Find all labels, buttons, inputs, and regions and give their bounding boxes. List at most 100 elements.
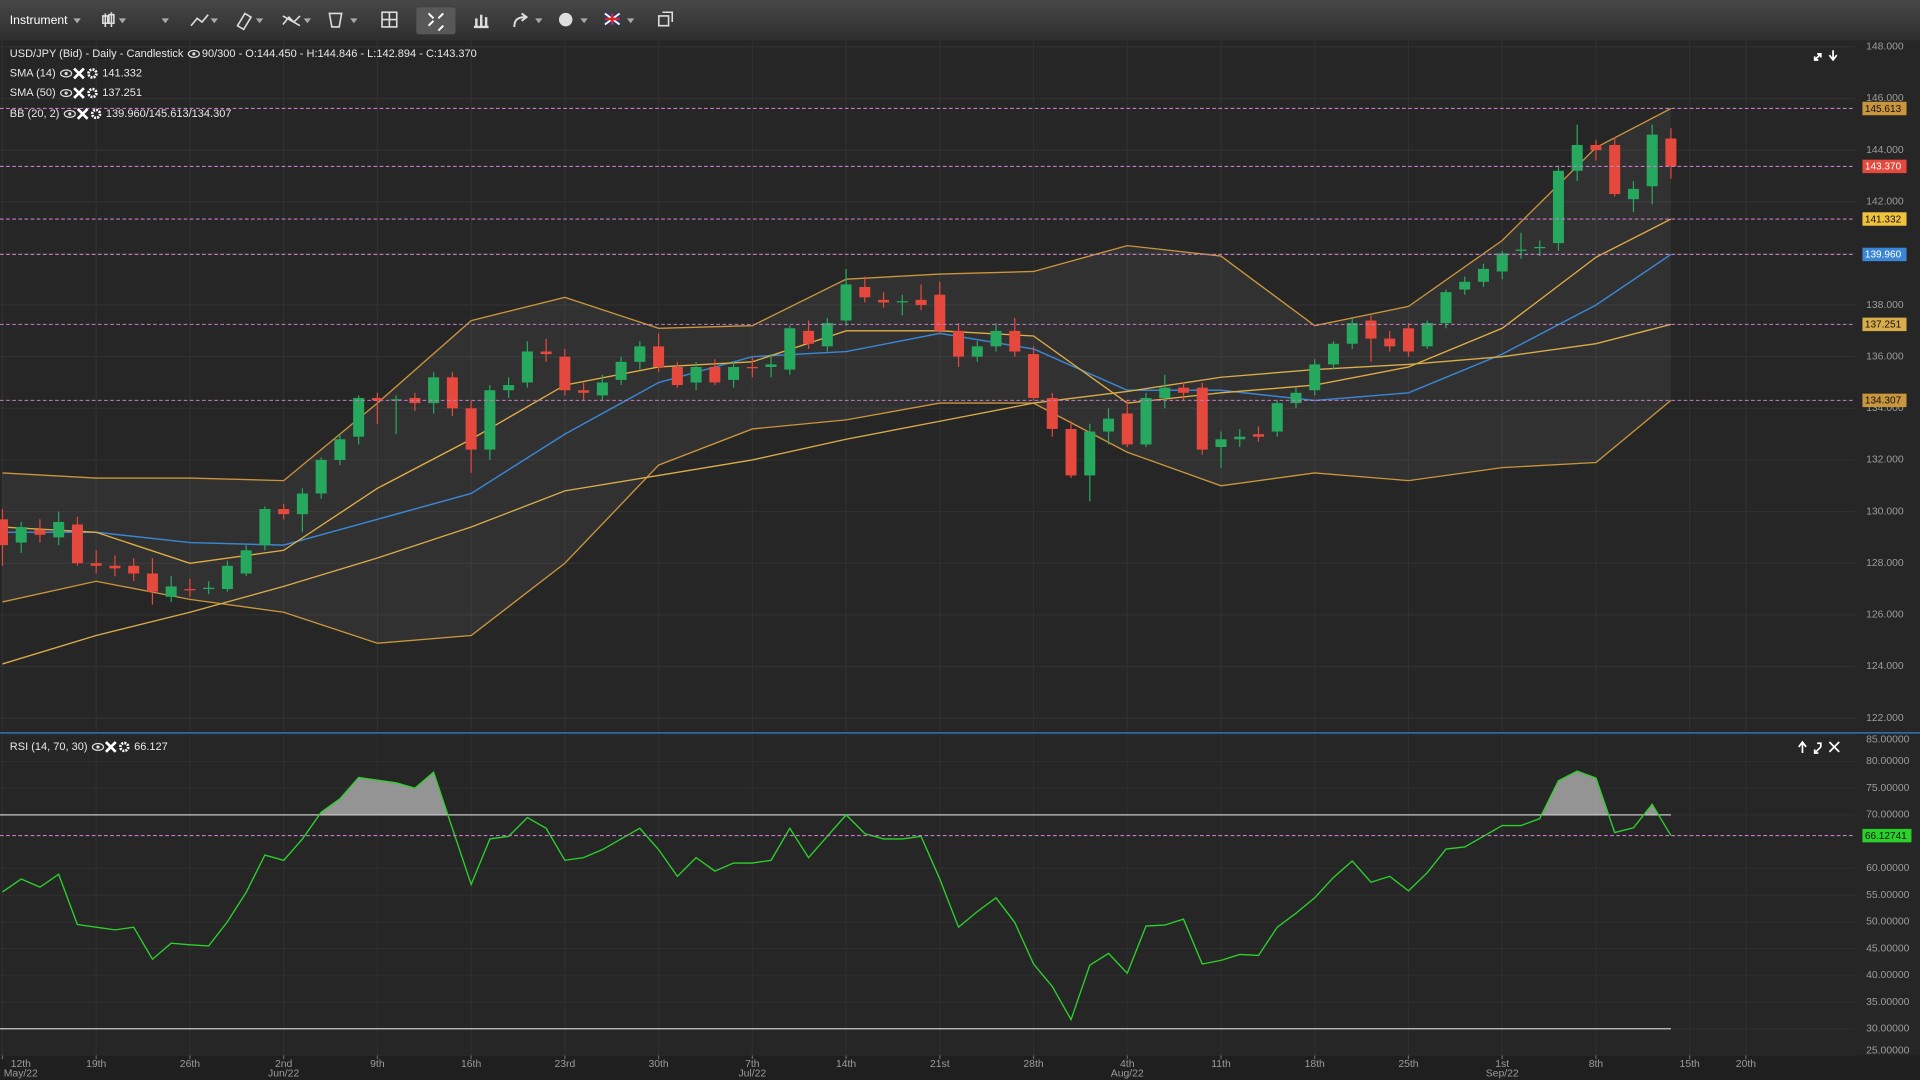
overbought-fill <box>2 771 1671 815</box>
instrument-menu[interactable]: Instrument <box>10 13 68 27</box>
candle-body <box>1234 436 1246 440</box>
candle-icon[interactable] <box>102 12 115 27</box>
candle-body <box>1590 144 1602 151</box>
candle-body <box>1084 431 1096 476</box>
candle-body <box>615 361 627 380</box>
candle-body <box>1290 392 1302 404</box>
legend-text: SMA (50) <box>10 87 56 99</box>
candle-body <box>465 408 477 450</box>
window-icon[interactable] <box>657 11 674 27</box>
candle-body <box>484 390 496 450</box>
legend-text: USD/JPY (Bid) - Daily - Candlestick <box>10 48 184 60</box>
arrow-icon[interactable] <box>513 12 529 27</box>
rsi-tick-label: 45.00000 <box>1866 943 1910 954</box>
last-value-box <box>1862 212 1907 226</box>
rsi-tick-label: 60.00000 <box>1866 863 1910 874</box>
remove-icon <box>104 741 117 753</box>
candle-body <box>90 563 102 566</box>
candle-body <box>765 364 777 367</box>
rsi-tick-label: 55.00000 <box>1866 890 1910 901</box>
y-tick-label: 130.000 <box>1866 506 1904 517</box>
candle-body <box>1421 323 1433 347</box>
candle-body <box>559 356 571 391</box>
candle-body <box>109 565 121 569</box>
candle-body <box>915 299 927 306</box>
y-tick-label: 134.000 <box>1866 403 1904 414</box>
candle-body <box>1346 323 1358 344</box>
candle-body <box>184 589 196 591</box>
erase-tool[interactable] <box>328 12 343 28</box>
candle-body <box>746 366 758 369</box>
toolbar-icons <box>102 11 398 31</box>
line-tool[interactable] <box>190 14 209 27</box>
x-tick-label: 4th <box>1120 1059 1135 1070</box>
rsi-tick-label: 40.00000 <box>1866 970 1910 981</box>
last-value-label: 145.613 <box>1865 104 1902 115</box>
candle-body <box>1103 418 1115 432</box>
candle-body <box>128 565 140 574</box>
candle-body <box>503 385 515 391</box>
candle-body <box>990 330 1002 347</box>
draw-tool[interactable] <box>236 12 253 31</box>
eye-icon <box>91 742 105 751</box>
band-fill <box>2 108 1671 644</box>
x-tick-label: 12th <box>11 1059 31 1070</box>
remove-icon <box>73 67 85 80</box>
rsi-tick-label: 85.00000 <box>1866 734 1910 745</box>
eye-icon <box>63 109 76 118</box>
candle-body <box>71 524 83 564</box>
y-tick-label: 128.000 <box>1866 558 1904 569</box>
eye-icon <box>60 69 73 78</box>
y-tick-label: 122.000 <box>1866 713 1904 724</box>
bars-icon[interactable] <box>473 14 489 29</box>
candle-body <box>146 573 158 592</box>
candle-body <box>1627 188 1639 200</box>
candle-body <box>1028 354 1040 398</box>
flag-icon[interactable] <box>604 12 621 26</box>
candle-body <box>784 328 796 370</box>
last-value-label: 143.370 <box>1865 162 1902 173</box>
last-value-label: 134.307 <box>1865 396 1902 407</box>
candle-body <box>596 382 608 396</box>
active-button[interactable] <box>416 7 456 35</box>
band-middle <box>2 253 1672 546</box>
last-value-label: 137.251 <box>1865 320 1902 331</box>
x-tick-label: 9th <box>370 1059 385 1070</box>
price-panel-controls[interactable] <box>1813 50 1838 62</box>
last-value-box <box>1862 247 1907 262</box>
legend-text: 90/300 - O:144.450 - H:144.846 - L:142.8… <box>202 48 477 60</box>
candle-body <box>1177 387 1190 393</box>
trend-tool[interactable] <box>282 15 301 27</box>
theme-icon[interactable] <box>558 12 573 27</box>
candle-body <box>1009 330 1021 352</box>
candle-body <box>278 508 290 515</box>
remove-icon <box>76 108 89 120</box>
plot: 148.000146.000144.000142.000140.000138.0… <box>0 40 1912 1080</box>
eye-pupil <box>64 71 68 76</box>
candle-body <box>934 294 946 331</box>
candle-body <box>1609 144 1621 195</box>
candle-body <box>1515 249 1527 251</box>
legend-text: 66.127 <box>134 741 168 753</box>
candle-body <box>690 366 702 383</box>
candle-body <box>1402 328 1414 352</box>
candle-body <box>728 366 740 380</box>
x-tick-label: 14th <box>836 1059 856 1070</box>
sma-line <box>2 218 1672 564</box>
candle-body <box>203 587 215 590</box>
rsi-tick-label: 25.00000 <box>1866 1045 1910 1056</box>
rsi-panel-controls[interactable] <box>1798 740 1840 754</box>
candle-body <box>371 397 383 401</box>
candle-body <box>1459 281 1471 290</box>
eye-pupil <box>68 112 72 116</box>
candle-body <box>896 301 908 303</box>
last-value-label: 66.12741 <box>1865 831 1907 842</box>
candle-body <box>1477 268 1489 282</box>
x-tick-label: 7th <box>745 1059 760 1070</box>
settings-icon <box>90 108 102 120</box>
candle-body <box>34 529 46 535</box>
candle-body <box>15 527 27 543</box>
eye-pupil <box>192 52 196 56</box>
candle-body <box>540 351 552 355</box>
candle-body <box>821 323 833 347</box>
